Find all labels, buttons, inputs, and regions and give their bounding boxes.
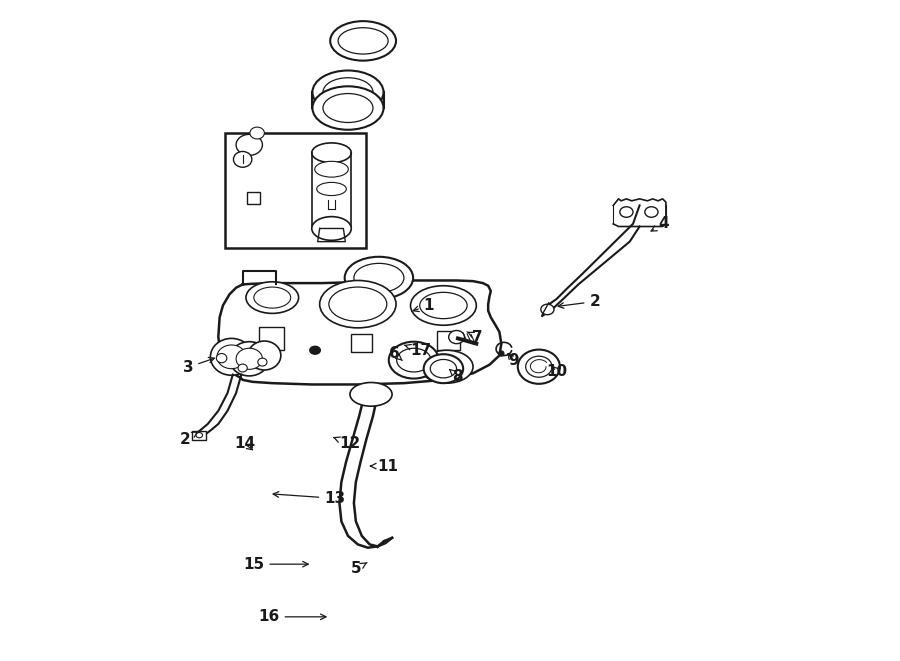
Ellipse shape <box>317 182 346 196</box>
Ellipse shape <box>541 304 554 315</box>
Text: 5: 5 <box>351 561 367 576</box>
Ellipse shape <box>315 161 348 177</box>
Ellipse shape <box>430 360 456 378</box>
Ellipse shape <box>254 287 291 308</box>
Ellipse shape <box>397 348 431 372</box>
Ellipse shape <box>350 383 392 407</box>
Text: 9: 9 <box>508 352 518 368</box>
Text: 4: 4 <box>651 216 670 231</box>
Ellipse shape <box>410 286 476 325</box>
Text: 17: 17 <box>404 343 431 358</box>
Text: 3: 3 <box>183 358 214 375</box>
Ellipse shape <box>238 364 248 372</box>
Ellipse shape <box>312 71 383 114</box>
Ellipse shape <box>211 338 253 375</box>
Ellipse shape <box>424 354 464 383</box>
Ellipse shape <box>246 282 299 313</box>
Ellipse shape <box>310 346 320 354</box>
Ellipse shape <box>257 358 267 366</box>
Ellipse shape <box>311 143 351 163</box>
Ellipse shape <box>518 350 560 384</box>
Text: 7: 7 <box>467 330 483 344</box>
Bar <box>351 334 373 352</box>
Text: 14: 14 <box>234 436 256 451</box>
Ellipse shape <box>338 28 388 54</box>
Bar <box>225 133 366 249</box>
Ellipse shape <box>526 356 552 377</box>
Ellipse shape <box>216 354 227 363</box>
Ellipse shape <box>389 342 439 379</box>
Ellipse shape <box>449 330 464 344</box>
Ellipse shape <box>196 432 202 438</box>
Ellipse shape <box>644 207 658 217</box>
Text: 6: 6 <box>389 346 402 361</box>
Ellipse shape <box>230 342 269 376</box>
Ellipse shape <box>330 21 396 61</box>
Ellipse shape <box>217 345 246 369</box>
Ellipse shape <box>236 134 263 155</box>
Text: 16: 16 <box>258 609 326 625</box>
Text: 8: 8 <box>449 369 464 384</box>
Text: 2: 2 <box>558 294 600 309</box>
Ellipse shape <box>323 94 373 122</box>
Ellipse shape <box>250 127 265 139</box>
Ellipse shape <box>311 217 351 241</box>
Ellipse shape <box>620 207 633 217</box>
Text: 2: 2 <box>180 432 198 447</box>
Ellipse shape <box>328 287 387 321</box>
Ellipse shape <box>354 263 404 292</box>
Text: 11: 11 <box>371 459 398 473</box>
Ellipse shape <box>233 151 252 167</box>
Ellipse shape <box>312 87 383 130</box>
Ellipse shape <box>419 292 467 319</box>
Ellipse shape <box>499 351 504 356</box>
Ellipse shape <box>323 78 373 106</box>
Ellipse shape <box>429 357 437 364</box>
Ellipse shape <box>420 350 473 383</box>
Ellipse shape <box>320 280 396 328</box>
Text: 13: 13 <box>274 491 346 506</box>
Bar <box>259 327 284 350</box>
Ellipse shape <box>248 341 281 370</box>
Bar <box>248 192 260 204</box>
Bar <box>436 330 460 350</box>
Text: 1: 1 <box>413 298 434 313</box>
Text: 10: 10 <box>546 364 567 379</box>
Ellipse shape <box>427 350 434 357</box>
Bar <box>192 430 206 440</box>
Text: 12: 12 <box>334 436 361 451</box>
Ellipse shape <box>345 256 413 299</box>
Text: 15: 15 <box>243 557 309 572</box>
Ellipse shape <box>236 348 263 369</box>
